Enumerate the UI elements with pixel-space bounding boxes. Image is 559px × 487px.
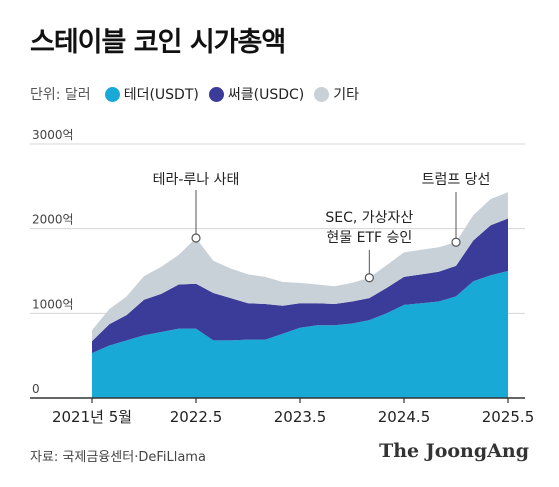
area-series-1: [92, 218, 508, 354]
legend-item-usdc: 써클(USDC): [208, 84, 305, 104]
x-tick-label: 2023.5: [274, 408, 327, 426]
legend-label-other: 기타: [333, 87, 359, 103]
y-tick-label: 1000억: [32, 297, 74, 311]
publisher-logo: The JoongAng: [379, 440, 529, 462]
axis-layer: 0 1000억 2000억 3000억 2021년 5월 2022.5 2023.5 2024…: [30, 128, 534, 426]
area-series-2: [92, 192, 508, 342]
x-tick-label: 2024.5: [378, 408, 431, 426]
annotation-marker: [364, 273, 374, 283]
area-layer: [92, 192, 508, 398]
source-note: 자료: 국제금융센터·DeFiLlama: [30, 450, 206, 465]
legend-label-usdt: 테더(USDT): [123, 87, 199, 103]
y-tick-label: 0: [32, 382, 40, 396]
x-tick-label: 2025.5: [482, 408, 535, 426]
x-tick-label: 2021년 5월: [52, 408, 132, 426]
legend-item-usdt: 테더(USDT): [104, 84, 199, 104]
annotation-marker: [191, 233, 201, 243]
y-tick-label: 2000억: [32, 213, 74, 227]
x-tick-label: 2022.5: [170, 408, 223, 426]
annotation-marker: [451, 237, 461, 247]
legend-swatch-usdt: [104, 86, 120, 102]
legend-item-other: 기타: [314, 84, 359, 104]
legend: 단위: 달러 테더(USDT) 써클(USDC) 기타: [30, 84, 369, 104]
legend-swatch-other: [314, 86, 330, 102]
annotation-label-line2: 현물 ETF 승인: [326, 230, 412, 246]
legend-swatch-usdc: [208, 86, 224, 102]
annotation-label: 테라-루나 사태: [153, 172, 240, 188]
page-title: 스테이블 코인 시가총액: [30, 27, 286, 58]
unit-label: 단위: 달러: [30, 87, 91, 103]
legend-label-usdc: 써클(USDC): [227, 87, 305, 103]
y-tick-label: 3000억: [32, 128, 74, 142]
annotation-label: SEC, 가상자산: [325, 210, 413, 226]
area-series-0: [92, 271, 508, 398]
annotation-label: 트럼프 당선: [422, 172, 491, 188]
